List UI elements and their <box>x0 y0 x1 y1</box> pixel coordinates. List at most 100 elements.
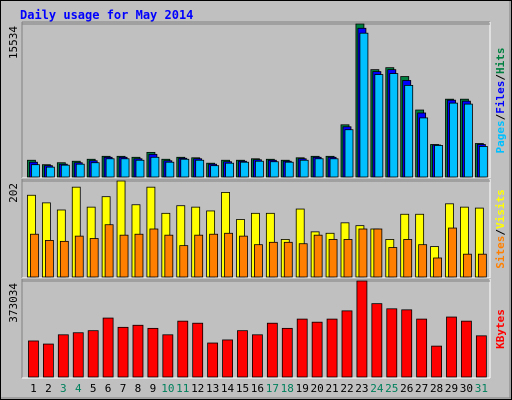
legend-entry: Files <box>494 81 507 114</box>
bar <box>374 74 384 178</box>
bar <box>343 239 353 278</box>
bar <box>180 158 190 178</box>
x-tick-label: 25 <box>385 382 398 395</box>
legend-entry: Hits <box>494 48 507 75</box>
legend: Sites/Visits <box>494 189 507 269</box>
bar <box>403 239 413 278</box>
bar <box>89 238 99 278</box>
legend-separator: / <box>494 74 507 81</box>
x-tick-label: 30 <box>460 382 473 395</box>
bar <box>207 342 219 378</box>
y-tick-label: 373034 <box>7 283 20 323</box>
bar <box>344 129 354 178</box>
bar <box>149 228 159 278</box>
bar <box>104 224 114 278</box>
legend-entry: Pages <box>494 120 507 153</box>
bar <box>28 340 39 378</box>
bar <box>254 244 263 278</box>
bar <box>255 160 264 178</box>
bar <box>329 158 339 178</box>
bar <box>269 161 279 178</box>
bar <box>388 247 398 278</box>
x-tick-label: 1 <box>30 382 37 395</box>
bar <box>74 235 84 278</box>
bar <box>90 162 100 178</box>
bar <box>117 326 129 378</box>
x-tick-label: 7 <box>120 382 127 395</box>
bar <box>102 317 114 378</box>
bar <box>477 253 487 278</box>
bar <box>194 234 204 278</box>
x-tick-label: 24 <box>370 382 384 395</box>
bar <box>75 163 85 178</box>
legend-separator: / <box>494 113 507 120</box>
bar <box>225 162 234 178</box>
x-tick-label: 22 <box>340 382 353 395</box>
bar <box>57 334 69 378</box>
bar <box>326 318 338 378</box>
x-tick-label: 18 <box>281 382 294 395</box>
x-tick-label: 3 <box>60 382 67 395</box>
bar <box>239 235 248 278</box>
bar <box>401 309 413 378</box>
bar <box>268 241 278 278</box>
x-tick-label: 16 <box>251 382 264 395</box>
bar <box>298 243 308 278</box>
bar <box>42 343 54 378</box>
x-tick-label: 20 <box>311 382 324 395</box>
bar <box>418 244 428 278</box>
bar <box>150 156 160 178</box>
legend: KBytes <box>494 309 507 349</box>
bar <box>44 240 54 278</box>
bar <box>60 164 70 178</box>
x-tick-label: 26 <box>400 382 413 395</box>
bar <box>72 332 84 378</box>
x-tick-label: 31 <box>475 382 488 395</box>
bar <box>341 310 353 378</box>
bar <box>299 159 309 178</box>
y-tick-label: 202 <box>7 183 20 203</box>
x-tick-label: 10 <box>161 382 174 395</box>
bar <box>431 345 442 378</box>
bar <box>222 339 233 378</box>
bar <box>311 321 323 378</box>
bar <box>119 234 129 278</box>
bar <box>419 117 429 178</box>
x-tick-label: 15 <box>236 382 249 395</box>
x-tick-label: 2 <box>45 382 52 395</box>
bar <box>224 232 233 278</box>
legend: Pages/Files/Hits <box>494 48 507 154</box>
bar <box>147 327 159 378</box>
x-tick-label: 17 <box>266 382 279 395</box>
bar <box>284 161 294 178</box>
x-tick-label: 8 <box>135 382 142 395</box>
bar <box>358 228 368 278</box>
x-tick-label: 13 <box>206 382 219 395</box>
bar <box>328 239 338 278</box>
bar <box>463 253 472 278</box>
x-tick-label: 11 <box>176 382 189 395</box>
bar <box>179 245 189 278</box>
bar <box>210 165 220 178</box>
x-tick-label: 4 <box>75 382 82 395</box>
bar <box>59 240 69 278</box>
bar <box>87 330 99 378</box>
bar <box>356 280 368 378</box>
bar <box>132 324 144 378</box>
bar <box>165 161 175 178</box>
bar <box>283 241 293 278</box>
bar <box>45 166 55 178</box>
bar <box>314 158 324 178</box>
x-tick-label: 23 <box>355 382 368 395</box>
x-tick-label: 27 <box>415 382 428 395</box>
bar <box>464 103 473 178</box>
bar <box>31 164 40 178</box>
bar <box>389 73 399 178</box>
bar <box>195 159 205 178</box>
bar <box>446 316 457 378</box>
x-tick-label: 12 <box>191 382 204 395</box>
bar <box>433 257 442 278</box>
bar <box>371 303 383 378</box>
